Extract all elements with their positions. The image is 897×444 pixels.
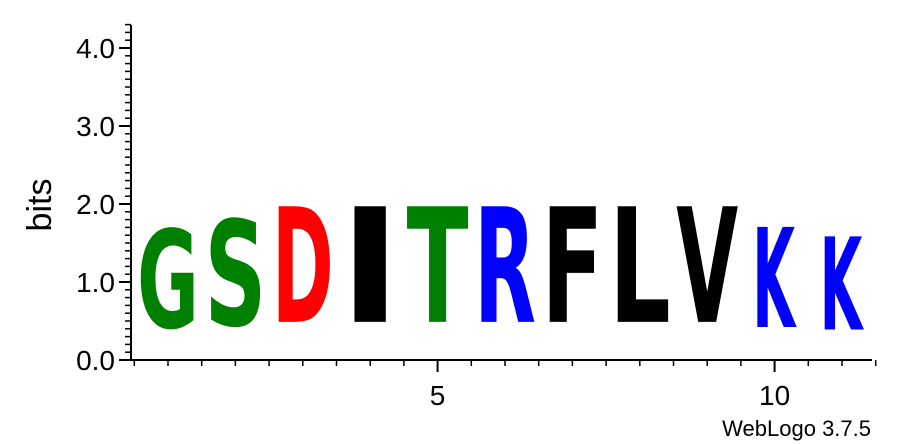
x-tick-label: 5 xyxy=(430,380,446,411)
logo-letter-t-5: T xyxy=(407,176,469,360)
x-axis: 5 10 xyxy=(131,359,877,411)
logo-letter-v-9: V xyxy=(676,174,738,360)
x-tick-label: 10 xyxy=(759,380,790,411)
y-axis-title: bits xyxy=(21,179,59,232)
logo-letter-s-2: S xyxy=(204,191,266,360)
logo-letter-d-3: D xyxy=(272,176,334,360)
weblogo-credit: WebLogo 3.7.5 xyxy=(722,416,871,441)
y-tick-label: 3.0 xyxy=(76,111,115,142)
y-axis: 0.0 1.0 2.0 3.0 4.0 xyxy=(76,23,132,376)
y-tick-label: 0.0 xyxy=(76,345,115,376)
logo-letter-f-7: F xyxy=(541,176,603,360)
logo-letter-g-1: G xyxy=(137,202,199,360)
logo-letter-r-6: R xyxy=(474,174,536,359)
y-tick-label: 1.0 xyxy=(76,267,115,298)
logo-letter-k-10: K xyxy=(752,200,797,360)
logo-letter-i-4: I xyxy=(339,176,401,360)
y-tick-label: 2.0 xyxy=(76,189,115,220)
logo-letter-k-11: K xyxy=(820,212,865,360)
y-tick-label: 4.0 xyxy=(76,33,115,64)
logo-letter-l-8: L xyxy=(609,176,671,360)
